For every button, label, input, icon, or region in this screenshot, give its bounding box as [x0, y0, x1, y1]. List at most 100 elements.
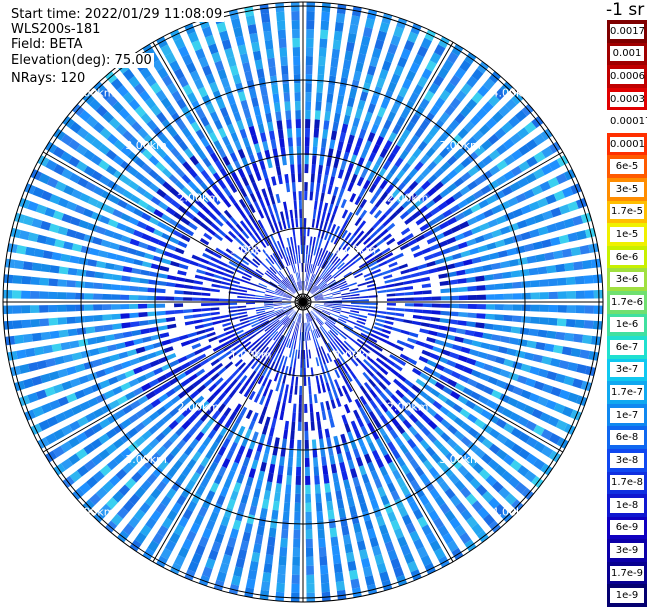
- beta-gate: [162, 439, 173, 450]
- beta-gate: [567, 362, 579, 372]
- beta-gate: [350, 293, 360, 297]
- beta-gate: [459, 450, 471, 462]
- beta-gate: [116, 507, 129, 519]
- beta-gate: [300, 322, 302, 332]
- beta-gate: [330, 399, 336, 409]
- beta-gate: [209, 461, 218, 472]
- beta-gate: [386, 237, 396, 246]
- beta-gate: [276, 20, 286, 31]
- beta-gate: [454, 336, 464, 343]
- beta-gate: [575, 290, 585, 299]
- beta-gate: [210, 441, 219, 452]
- beta-gate: [259, 280, 268, 286]
- beta-gate: [271, 265, 279, 273]
- beta-gate: [169, 359, 180, 368]
- beta-gate: [403, 280, 413, 285]
- beta-gate: [332, 292, 341, 296]
- beta-gate: [280, 538, 288, 548]
- beta-gate: [386, 358, 396, 367]
- beta-gate: [352, 117, 361, 128]
- beta-gate: [269, 233, 276, 243]
- beta-gate: [314, 304, 324, 307]
- beta-gate: [494, 283, 504, 290]
- beta-gate: [368, 378, 377, 388]
- beta-gate: [283, 328, 290, 337]
- beta-gate: [393, 322, 403, 328]
- beta-gate: [122, 523, 135, 536]
- beta-gate: [376, 256, 386, 263]
- beta-gate: [291, 349, 295, 359]
- beta-gate: [96, 260, 106, 269]
- beta-gate: [336, 276, 345, 283]
- beta-gate: [235, 82, 244, 93]
- beta-gate: [402, 248, 412, 256]
- beta-gate: [395, 303, 405, 307]
- beta-gate: [202, 527, 213, 539]
- beta-gate: [194, 274, 205, 280]
- beta-gate: [213, 119, 223, 130]
- beta-gate: [31, 218, 43, 229]
- beta-gate: [465, 98, 478, 111]
- beta-gate: [516, 375, 528, 385]
- beta-gate: [269, 266, 277, 275]
- beta-gate: [329, 527, 338, 538]
- beta-gate: [348, 317, 357, 322]
- beta-gate: [374, 478, 383, 489]
- beta-gate: [274, 157, 280, 167]
- beta-gate: [22, 333, 33, 343]
- beta-gate: [22, 378, 34, 389]
- beta-gate: [144, 370, 156, 380]
- beta-gate: [120, 432, 132, 444]
- beta-gate: [332, 39, 342, 50]
- beta-gate: [517, 416, 529, 427]
- beta-gate: [156, 555, 168, 568]
- beta-gate: [379, 21, 390, 33]
- beta-gate: [304, 263, 307, 273]
- beta-gate: [275, 323, 283, 331]
- beta-gate: [278, 283, 287, 290]
- beta-gate: [192, 303, 202, 307]
- beta-gate: [553, 344, 564, 354]
- beta-gate: [104, 262, 115, 270]
- beta-gate: [494, 503, 507, 516]
- beta-gate: [449, 287, 459, 293]
- beta-gate: [296, 466, 301, 476]
- beta-gate: [395, 297, 405, 301]
- beta-gate: [148, 279, 158, 285]
- beta-gate: [286, 237, 291, 247]
- beta-gate: [479, 123, 491, 136]
- beta-gate: [74, 231, 86, 241]
- beta-gate: [181, 105, 192, 117]
- beta-gate: [253, 201, 261, 211]
- beta-gate: [330, 130, 338, 141]
- beta-gate: [378, 524, 389, 535]
- beta-gate: [318, 315, 327, 322]
- beta-gate: [345, 258, 354, 266]
- beta-gate: [305, 56, 313, 66]
- beta-gate: [114, 184, 126, 195]
- beta-gate: [556, 277, 567, 286]
- beta-gate: [369, 194, 378, 205]
- beta-gate: [355, 456, 364, 467]
- beta-gate: [354, 398, 362, 409]
- beta-gate: [347, 349, 356, 358]
- beta-gate: [339, 355, 347, 365]
- beta-gate: [368, 441, 377, 452]
- beta-gate: [404, 254, 415, 261]
- beta-gate: [200, 400, 210, 411]
- beta-gate: [268, 167, 275, 177]
- beta-gate: [396, 574, 408, 587]
- beta-gate: [148, 155, 160, 166]
- beta-gate: [300, 313, 302, 323]
- beta-gate: [91, 454, 103, 466]
- beta-gate: [217, 191, 226, 201]
- beta-gate: [459, 374, 470, 384]
- beta-gate: [541, 146, 554, 159]
- beta-gate: [266, 286, 276, 291]
- beta-gate: [61, 424, 73, 436]
- beta-gate: [533, 441, 546, 453]
- beta-gate: [282, 296, 292, 300]
- beta-gate: [306, 2, 316, 12]
- beta-gate: [262, 357, 270, 367]
- beta-gate: [334, 225, 341, 235]
